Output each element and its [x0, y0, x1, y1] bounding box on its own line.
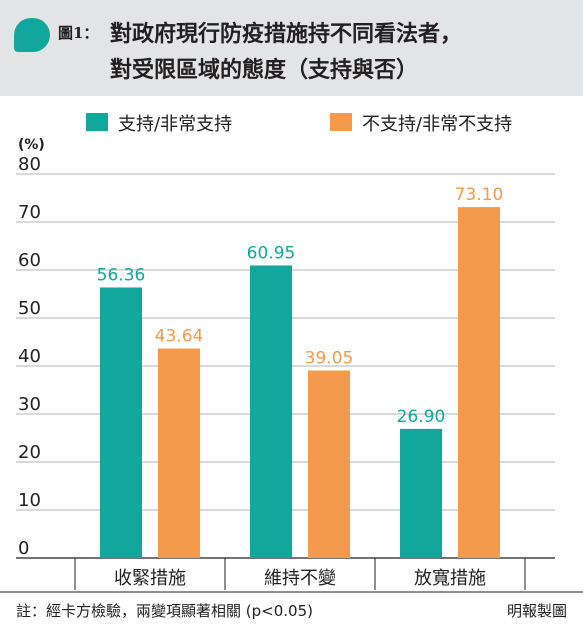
bar-chart: (%) 0 10 20 30 40 50 60 70 80 56.36 43.64 收緊措施 60.95 3…	[0, 137, 583, 593]
y-tick-label: 80	[18, 154, 41, 175]
legend-swatch-oppose	[330, 113, 352, 131]
y-tick-label: 0	[18, 538, 29, 559]
x-category-label: 維持不變	[264, 568, 336, 589]
y-tick-label: 70	[18, 202, 41, 223]
bar-support	[100, 287, 142, 558]
y-tick-label: 50	[18, 298, 41, 319]
legend-label-oppose: 不支持/非常不支持	[362, 114, 513, 135]
bar-support	[250, 265, 292, 558]
data-label: 56.36	[97, 265, 146, 285]
x-category-label: 放寬措施	[414, 568, 486, 589]
footer-note: 註：經卡方檢驗，兩變項顯著相關 (p<0.05)	[16, 602, 313, 620]
chart-header: 圖1： 對政府現行防疫措施持不同看法者， 對受限區域的態度（支持與否）	[0, 0, 583, 96]
bar-support	[400, 428, 442, 558]
data-label: 26.90	[397, 407, 446, 427]
legend-label-support: 支持/非常支持	[118, 114, 233, 135]
y-tick-label: 20	[18, 442, 41, 463]
bar-oppose	[308, 370, 350, 558]
y-tick-label: 10	[18, 490, 41, 511]
data-label: 60.95	[247, 243, 296, 263]
data-label: 43.64	[155, 327, 204, 347]
bar-oppose	[158, 348, 200, 558]
data-label: 73.10	[455, 185, 504, 205]
chart-title-line-1: 對政府現行防疫措施持不同看法者，	[110, 21, 463, 47]
legend-swatch-support	[86, 113, 108, 131]
source-credit: 明報製圖	[506, 602, 567, 620]
figure-label: 圖1：	[58, 24, 99, 42]
data-label: 39.05	[305, 349, 354, 369]
y-tick-label: 40	[18, 346, 41, 367]
bar-oppose	[458, 207, 500, 558]
y-tick-label: 30	[18, 394, 41, 415]
x-category-label: 收緊措施	[114, 568, 186, 589]
y-axis-unit-label: (%)	[18, 137, 45, 153]
y-tick-label: 60	[18, 250, 41, 271]
chart-title-line-2: 對受限區域的態度（支持與否）	[110, 57, 419, 83]
speech-bubble-icon	[14, 18, 50, 52]
